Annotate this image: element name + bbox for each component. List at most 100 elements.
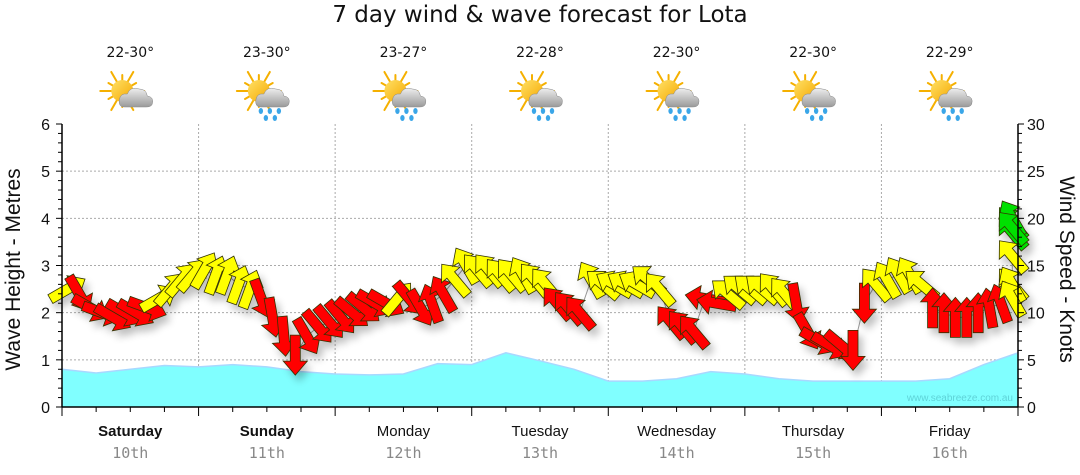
day-name-label: Friday <box>929 423 971 440</box>
sun-ray <box>793 70 802 85</box>
rain-drop <box>804 108 810 114</box>
rain-drop <box>258 108 264 114</box>
rain-drop <box>263 115 269 121</box>
right-tick-label: 20 <box>1027 211 1045 228</box>
sun-ray <box>246 97 256 112</box>
cloud-shape <box>938 87 973 108</box>
day-date-label: 12th <box>385 444 421 462</box>
watermark-text: www.seabreeze.com.au <box>906 393 1013 404</box>
partly-cloudy-rain-icon <box>235 70 290 121</box>
wind-arrow <box>680 315 711 351</box>
left-tick-label: 5 <box>41 164 50 181</box>
sun-ray <box>945 70 954 85</box>
cloud-shape <box>118 87 153 108</box>
wind-arrow <box>429 275 459 315</box>
sun-ray <box>656 70 666 85</box>
chart-title: 7 day wind & wave forecast for Lota <box>332 2 748 28</box>
cloud-shape <box>665 87 700 108</box>
right-tick-label: 15 <box>1027 259 1045 276</box>
sun-ray <box>110 70 119 85</box>
right-tick-label: 25 <box>1027 164 1045 181</box>
rain-drop <box>677 108 682 114</box>
sun-ray <box>672 70 681 85</box>
sun-ray <box>656 97 666 112</box>
wind-arrow <box>998 240 1030 276</box>
wind-arrow-shape <box>998 212 1030 247</box>
day-temperature-range: 22-29° <box>926 45 974 61</box>
sun-ray <box>535 70 544 85</box>
sun-ray <box>110 97 119 112</box>
left-tick-label: 4 <box>41 211 50 228</box>
sun-ray <box>246 70 256 85</box>
rain-drop <box>267 108 273 114</box>
left-tick-label: 6 <box>41 117 50 134</box>
cloud-shape <box>392 87 427 108</box>
sun-ray <box>929 70 939 85</box>
wave-area-layer <box>61 352 1019 407</box>
rain-drop <box>409 115 414 121</box>
rain-drop <box>818 115 824 121</box>
partly-cloudy-rain-icon <box>782 70 836 121</box>
day-name-label: Monday <box>377 423 431 440</box>
sun-ray <box>383 97 392 112</box>
rain-drop <box>540 108 546 114</box>
x-axis-day-labels: Saturday 10th Sunday 11th Monday 12th Tuesday 1… <box>98 423 971 462</box>
partly-cloudy-rain-icon <box>645 70 700 121</box>
sun-ray <box>520 70 529 85</box>
wind-arrow-shape <box>566 296 598 332</box>
sun-ray <box>383 70 392 85</box>
rain-drop <box>946 115 951 121</box>
wind-arrow-layer <box>47 200 1030 376</box>
rain-drop <box>813 108 819 114</box>
rain-drop <box>673 115 678 121</box>
wind-arrow-shape <box>441 263 472 299</box>
sun-ray <box>262 70 271 85</box>
wind-arrow <box>566 296 598 332</box>
rain-drop <box>413 108 418 114</box>
day-date-label: 13th <box>522 444 558 462</box>
partly-cloudy-rain-icon <box>509 70 563 121</box>
rain-drop <box>531 108 537 114</box>
partly-cloudy-icon <box>99 70 153 112</box>
right-axis-title: Wind Speed - Knots <box>1055 176 1078 363</box>
left-tick-label: 2 <box>41 306 50 323</box>
sun-ray <box>793 97 802 112</box>
rain-drop <box>395 108 400 114</box>
right-tick-label: 10 <box>1027 306 1045 323</box>
sun-ray <box>398 70 408 85</box>
sun-ray <box>929 97 939 112</box>
day-headers: 22-30° 23-30° 23-27° 22-28° 22-30° 22-30° 22-2… <box>99 45 974 121</box>
wind-arrow <box>441 263 472 299</box>
watermark-layer: www.seabreeze.com.au <box>906 393 1013 404</box>
day-date-label: 15th <box>795 444 831 462</box>
sun-ray <box>808 70 818 85</box>
wind-arrow-shape <box>429 275 459 315</box>
axes: 0 1 2 3 4 5 6 0 5 10 15 20 25 30 Wave Height - Metres W… <box>2 117 1078 417</box>
day-name-label: Thursday <box>782 423 845 440</box>
right-tick-label: 5 <box>1027 353 1036 370</box>
day-name-label: Saturday <box>98 423 163 440</box>
left-tick-label: 1 <box>41 353 50 370</box>
wind-arrow-shape <box>784 282 810 324</box>
rain-drop <box>272 115 278 121</box>
day-temperature-range: 23-27° <box>380 45 428 61</box>
day-date-label: 16th <box>932 444 968 462</box>
day-name-label: Wednesday <box>637 423 716 440</box>
rain-drop <box>959 108 964 114</box>
sun-ray <box>125 70 135 85</box>
day-name-label: Sunday <box>240 423 295 440</box>
wind-arrow-shape <box>998 240 1030 276</box>
rain-drop <box>955 115 960 121</box>
day-temperature-range: 22-30° <box>653 45 701 61</box>
day-temperature-range: 22-30° <box>789 45 837 61</box>
rain-drop <box>545 115 551 121</box>
left-tick-label: 3 <box>41 259 50 276</box>
rain-drop <box>404 108 409 114</box>
rain-drop <box>400 115 405 121</box>
wind-arrow-shape <box>680 315 711 351</box>
rain-drop <box>549 108 555 114</box>
cloud-shape <box>801 87 836 108</box>
rain-drop <box>682 115 687 121</box>
wind-arrow-shape <box>646 273 677 309</box>
